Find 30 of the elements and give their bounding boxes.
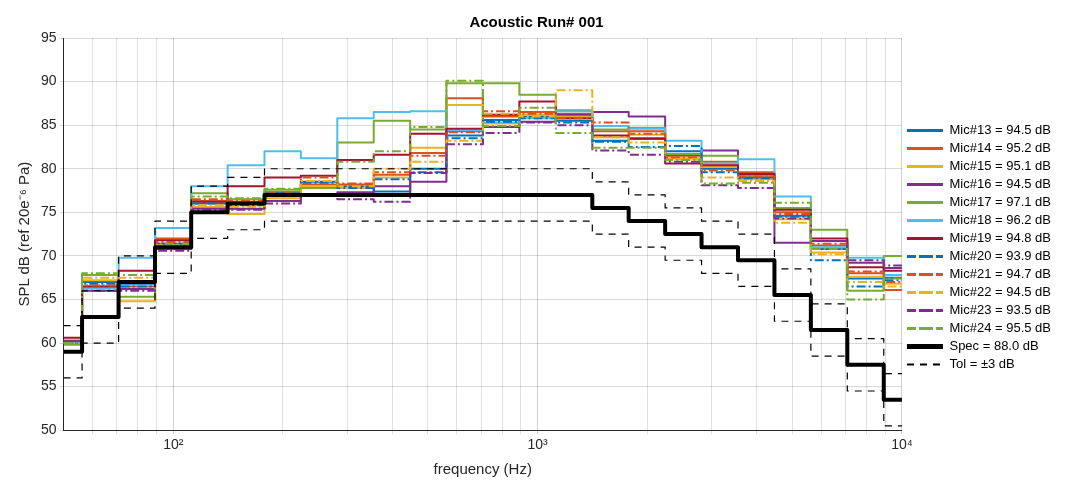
legend-label: Mic#20 = 93.9 dB — [949, 248, 1052, 264]
y-axis-title: SPL dB (ref 20e⁻⁶ Pa) — [15, 161, 33, 307]
chart-title: Acoustic Run# 001 — [469, 13, 604, 31]
legend-label: Mic#17 = 97.1 dB — [949, 194, 1052, 210]
legend-label: Mic#23 = 93.5 dB — [949, 302, 1052, 318]
legend-label: Mic#15 = 95.1 dB — [949, 158, 1052, 174]
legend-label: Spec = 88.0 dB — [949, 338, 1039, 354]
y-tick-label: 75 — [40, 203, 57, 220]
y-tick-label: 50 — [40, 421, 57, 438]
legend-label: Mic#16 = 94.5 dB — [949, 176, 1052, 192]
y-tick-label: 80 — [40, 159, 57, 176]
y-tick-label: 60 — [40, 333, 57, 350]
legend-label: Mic#24 = 95.5 dB — [949, 320, 1052, 336]
legend-label: Mic#13 = 94.5 dB — [949, 122, 1052, 138]
y-tick-label: 95 — [40, 28, 57, 45]
y-tick-label: 70 — [40, 246, 57, 263]
x-tick-label: 10² — [163, 436, 184, 453]
y-tick-label: 65 — [40, 290, 57, 307]
x-axis-title: frequency (Hz) — [433, 460, 532, 478]
legend-label: Mic#21 = 94.7 dB — [949, 266, 1052, 282]
y-tick-label: 85 — [40, 116, 57, 133]
legend-label: Mic#14 = 95.2 dB — [949, 140, 1052, 156]
legend-label: Mic#19 = 94.8 dB — [949, 230, 1052, 246]
y-tick-label: 90 — [40, 72, 57, 89]
legend-label: Mic#18 = 96.2 dB — [949, 212, 1052, 228]
legend-label: Tol = ±3 dB — [949, 356, 1015, 372]
legend-label: Mic#22 = 94.5 dB — [949, 284, 1052, 300]
y-tick-label: 55 — [40, 377, 57, 394]
x-tick-label: 10⁴ — [891, 436, 913, 453]
x-tick-label: 10³ — [527, 436, 549, 453]
